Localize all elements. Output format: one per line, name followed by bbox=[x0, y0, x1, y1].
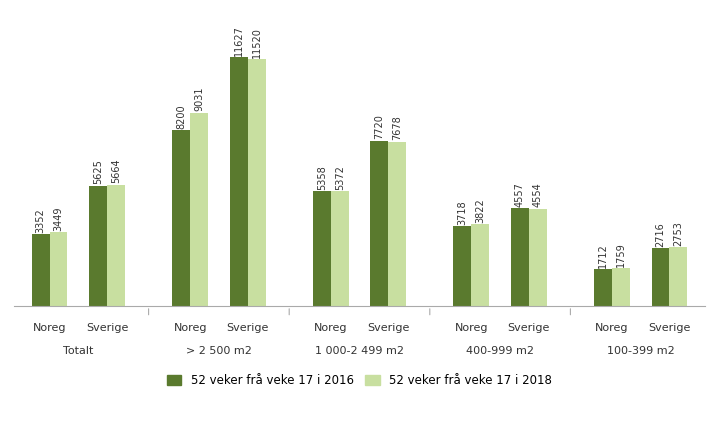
Text: 4557: 4557 bbox=[515, 182, 525, 207]
Bar bbox=[472, 224, 489, 306]
Text: 3822: 3822 bbox=[475, 198, 485, 223]
Text: Noreg: Noreg bbox=[595, 323, 628, 333]
Bar bbox=[50, 232, 68, 306]
Bar bbox=[388, 142, 406, 306]
Bar bbox=[454, 227, 472, 306]
Text: 3449: 3449 bbox=[53, 207, 63, 231]
Bar bbox=[370, 141, 388, 306]
Text: Sverige: Sverige bbox=[367, 323, 409, 333]
Legend: 52 veker frå veke 17 i 2016, 52 veker frå veke 17 i 2018: 52 veker frå veke 17 i 2016, 52 veker fr… bbox=[167, 374, 552, 387]
Bar bbox=[107, 185, 125, 306]
Text: 7720: 7720 bbox=[375, 115, 385, 139]
Text: Noreg: Noreg bbox=[33, 323, 66, 333]
Text: 400-999 m2: 400-999 m2 bbox=[466, 346, 534, 357]
Text: 8200: 8200 bbox=[176, 105, 186, 129]
Text: Noreg: Noreg bbox=[454, 323, 488, 333]
Text: 1 000-2 499 m2: 1 000-2 499 m2 bbox=[315, 346, 404, 357]
Bar bbox=[669, 247, 687, 306]
Bar bbox=[651, 248, 669, 306]
Text: Noreg: Noreg bbox=[173, 323, 207, 333]
Text: 5664: 5664 bbox=[111, 159, 121, 184]
Bar bbox=[32, 234, 50, 306]
Text: 1712: 1712 bbox=[598, 244, 608, 268]
Bar bbox=[313, 191, 331, 306]
Text: 5372: 5372 bbox=[334, 165, 344, 190]
Bar bbox=[230, 57, 247, 306]
Text: Sverige: Sverige bbox=[226, 323, 269, 333]
Bar bbox=[331, 191, 349, 306]
Text: 2753: 2753 bbox=[674, 221, 684, 246]
Text: Noreg: Noreg bbox=[314, 323, 347, 333]
Text: 5358: 5358 bbox=[317, 165, 327, 190]
Text: 9031: 9031 bbox=[194, 87, 204, 111]
Text: 11627: 11627 bbox=[234, 25, 244, 56]
Text: 1759: 1759 bbox=[616, 242, 626, 267]
Text: 4554: 4554 bbox=[533, 182, 543, 207]
Text: 100-399 m2: 100-399 m2 bbox=[607, 346, 674, 357]
Text: 5625: 5625 bbox=[93, 159, 103, 184]
Text: 11520: 11520 bbox=[252, 27, 262, 58]
Bar bbox=[594, 269, 612, 306]
Text: 7678: 7678 bbox=[392, 116, 402, 140]
Bar bbox=[247, 60, 265, 306]
Text: Sverige: Sverige bbox=[86, 323, 128, 333]
Text: Sverige: Sverige bbox=[649, 323, 691, 333]
Text: > 2 500 m2: > 2 500 m2 bbox=[186, 346, 252, 357]
Bar bbox=[173, 130, 190, 306]
Bar bbox=[612, 268, 630, 306]
Text: Sverige: Sverige bbox=[508, 323, 550, 333]
Bar bbox=[529, 209, 546, 306]
Bar bbox=[511, 208, 529, 306]
Bar bbox=[190, 113, 208, 306]
Text: 2716: 2716 bbox=[656, 222, 666, 246]
Text: Totalt: Totalt bbox=[63, 346, 93, 357]
Text: 3352: 3352 bbox=[35, 208, 45, 233]
Bar bbox=[89, 186, 107, 306]
Text: 3718: 3718 bbox=[457, 201, 467, 225]
